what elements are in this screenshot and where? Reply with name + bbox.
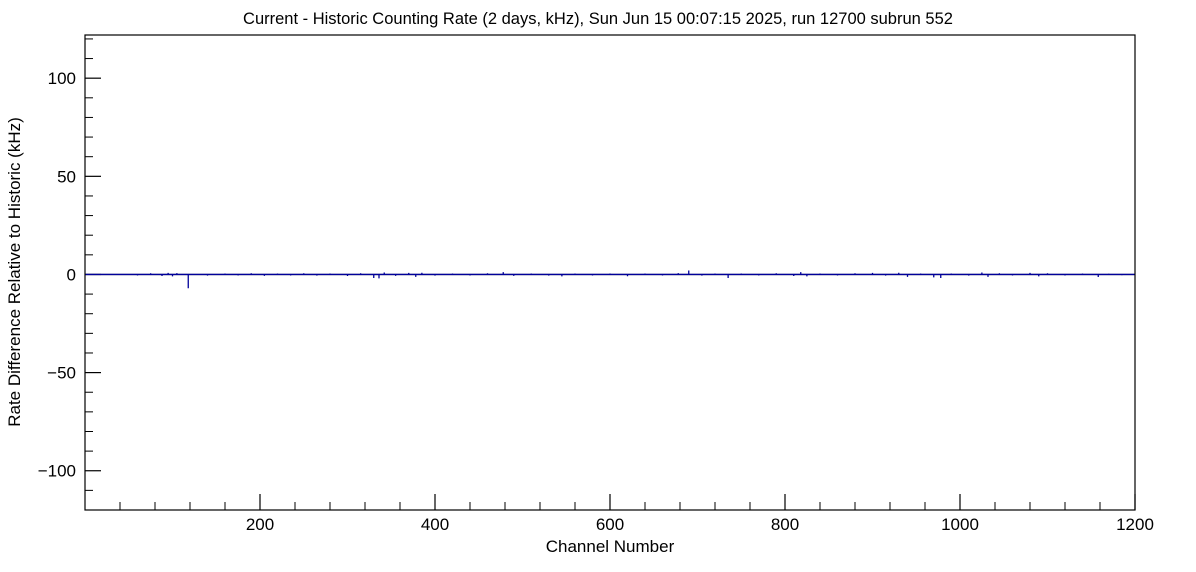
y-axis-title: Rate Difference Relative to Historic (kH… [5,117,24,427]
y-tick-label: 100 [48,69,76,88]
y-tick-label: 0 [67,265,76,284]
x-axis-title: Channel Number [546,537,675,556]
y-tick-label: −50 [47,364,76,383]
major-ticks-group [85,77,1136,510]
minor-ticks-group [85,38,1101,511]
x-tick-label: 1200 [1116,515,1154,534]
x-tick-label: 400 [421,515,449,534]
tick-labels-group: −100 −50 0 50 100 200 400 600 800 1000 1200 [38,69,1154,534]
x-tick-label: 1000 [941,515,979,534]
data-series-path [85,270,1135,289]
x-tick-label: 800 [771,515,799,534]
y-tick-label: −100 [38,462,76,481]
x-tick-label: 200 [246,515,274,534]
x-tick-label: 600 [596,515,624,534]
y-tick-label: 50 [57,167,76,186]
plot-frame [84,34,1136,511]
chart-title: Current - Historic Counting Rate (2 days… [243,10,953,28]
